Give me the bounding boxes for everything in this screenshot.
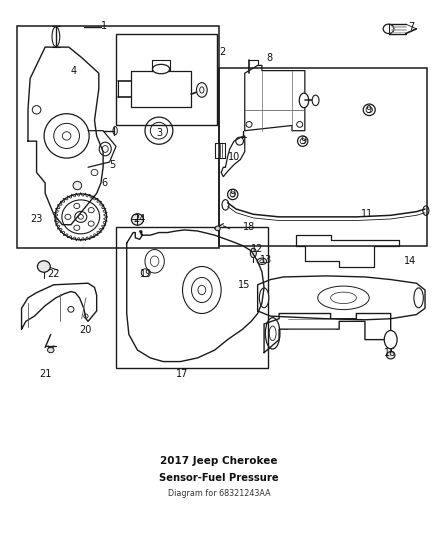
Text: 9: 9 [300, 136, 307, 146]
Text: 8: 8 [266, 53, 272, 62]
Text: 18: 18 [243, 222, 255, 232]
Text: 13: 13 [260, 255, 272, 265]
Text: 12: 12 [251, 244, 264, 254]
Ellipse shape [312, 95, 319, 106]
Text: 3: 3 [157, 128, 163, 138]
Ellipse shape [152, 64, 170, 74]
Ellipse shape [47, 348, 54, 353]
Text: 14: 14 [403, 256, 416, 266]
Text: 24: 24 [133, 214, 145, 224]
Ellipse shape [414, 288, 423, 308]
Text: Diagram for 68321243AA: Diagram for 68321243AA [168, 489, 270, 498]
Text: 17: 17 [176, 369, 188, 378]
Ellipse shape [215, 226, 220, 231]
Ellipse shape [251, 248, 256, 257]
Text: 20: 20 [79, 325, 92, 335]
Bar [116, 228, 268, 368]
Text: 16: 16 [384, 348, 396, 358]
Text: 9: 9 [365, 105, 371, 115]
Text: 19: 19 [140, 269, 152, 279]
Text: 21: 21 [39, 369, 52, 378]
Text: 2017 Jeep Cherokee: 2017 Jeep Cherokee [160, 456, 278, 466]
Text: 7: 7 [408, 22, 414, 33]
Text: 9: 9 [230, 189, 236, 199]
Bar [17, 26, 219, 248]
Text: 1: 1 [101, 21, 107, 31]
Text: 6: 6 [101, 178, 107, 188]
Text: 22: 22 [47, 269, 60, 279]
Ellipse shape [386, 352, 395, 359]
Ellipse shape [259, 288, 269, 308]
Text: 10: 10 [228, 152, 240, 162]
Ellipse shape [197, 83, 207, 97]
Ellipse shape [37, 261, 50, 272]
Text: 5: 5 [110, 160, 116, 169]
Text: Sensor-Fuel Pressure: Sensor-Fuel Pressure [159, 473, 279, 483]
Ellipse shape [384, 330, 397, 349]
Text: 15: 15 [238, 280, 251, 290]
Text: 2: 2 [219, 47, 225, 58]
Text: 4: 4 [71, 66, 77, 76]
Ellipse shape [131, 214, 144, 225]
Text: 23: 23 [30, 214, 42, 224]
Text: 11: 11 [360, 209, 373, 219]
Ellipse shape [299, 93, 309, 108]
Bar [219, 68, 427, 246]
Ellipse shape [73, 181, 81, 190]
Bar [116, 34, 217, 125]
